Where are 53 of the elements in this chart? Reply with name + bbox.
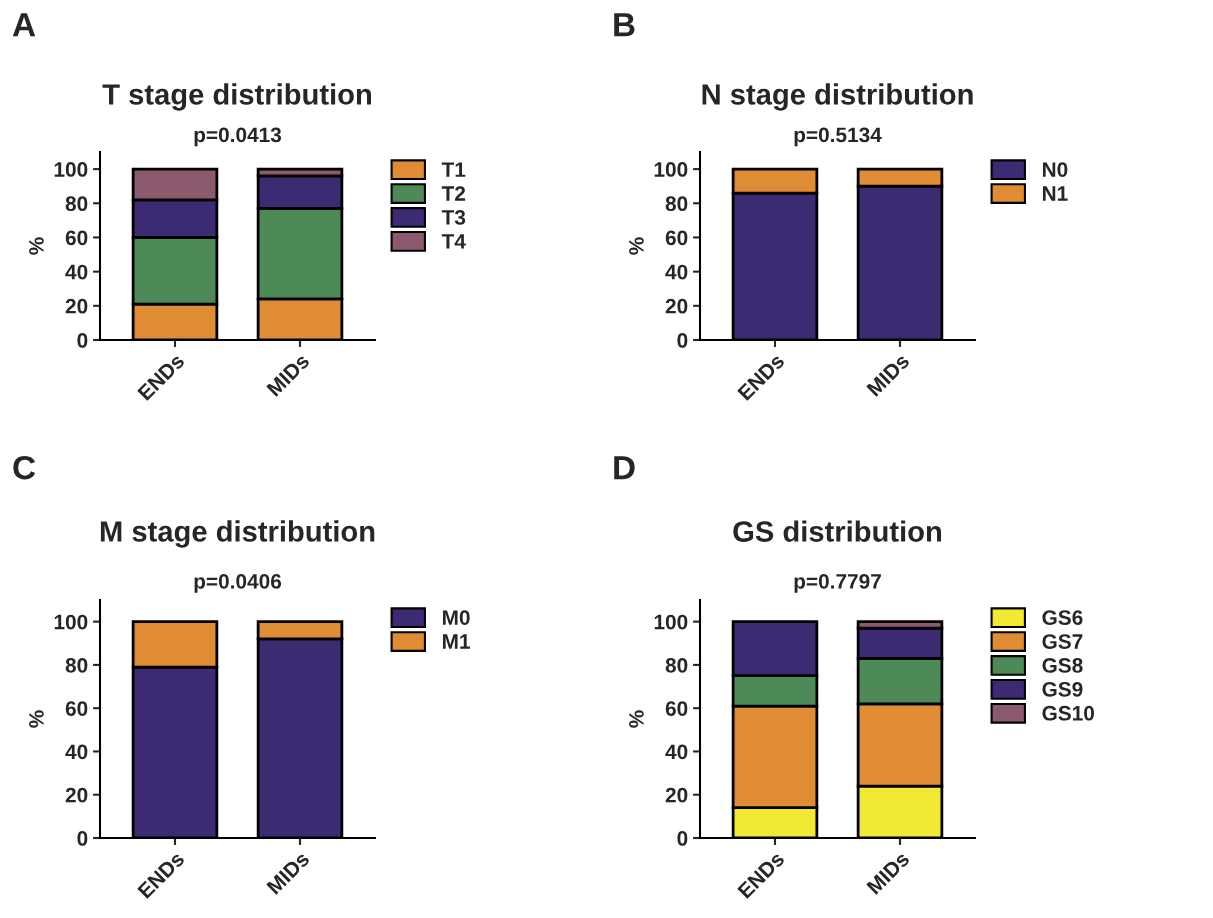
legend-label: N0 <box>1042 162 1068 177</box>
legend-label: GS10 <box>1042 705 1094 721</box>
legend-label: M1 <box>442 634 470 649</box>
legend-label: N1 <box>1042 186 1068 201</box>
legend-label: GS7 <box>1042 634 1083 649</box>
legend-label: GS9 <box>1042 681 1083 697</box>
y-tick-label: 100 <box>54 614 88 630</box>
y-tick-label: 60 <box>65 701 88 716</box>
y-axis-title: % <box>629 237 644 255</box>
legend-label: M0 <box>442 610 470 625</box>
y-tick-label: 40 <box>665 744 688 760</box>
text: A <box>12 13 36 37</box>
y-tick-label: 0 <box>77 831 88 846</box>
chart-title: T stage distribution <box>102 83 372 111</box>
legend-label: T3 <box>441 210 466 225</box>
y-tick-label: 0 <box>677 333 688 348</box>
y-tick-label: 20 <box>65 298 88 314</box>
y-tick-label: 100 <box>654 162 688 177</box>
y-tick-label: 60 <box>665 701 688 716</box>
y-tick-label: 0 <box>77 333 88 348</box>
y-tick-label: 40 <box>65 744 88 760</box>
y-tick-label: 20 <box>665 298 688 314</box>
legend-label: T4 <box>441 234 466 249</box>
y-tick-label: 100 <box>654 614 688 630</box>
y-tick-label: 60 <box>665 230 688 246</box>
text: D <box>614 456 635 480</box>
chart-subtitle: p=0.0406 <box>194 573 282 593</box>
chart-title: GS distribution <box>733 520 942 542</box>
legend-label: T2 <box>441 186 466 201</box>
text: C <box>13 455 36 480</box>
y-tick-label: 80 <box>665 196 688 212</box>
y-tick-label: 20 <box>65 787 88 803</box>
text: B <box>614 13 635 37</box>
y-axis-title: % <box>29 710 44 728</box>
y-tick-label: 60 <box>65 230 88 246</box>
y-axis-title: % <box>29 237 44 255</box>
y-axis-title: % <box>629 710 644 728</box>
chart-subtitle: p=0.0413 <box>194 127 282 147</box>
legend-label: T1 <box>441 162 466 177</box>
chart-subtitle: p=0.7797 <box>794 573 881 593</box>
chart-title: N stage distribution <box>702 83 973 111</box>
chart-title: M stage distribution <box>100 520 375 548</box>
y-tick-label: 40 <box>65 264 88 280</box>
y-tick-label: 20 <box>665 787 688 803</box>
y-tick-label: 40 <box>665 264 688 280</box>
y-tick-label: 100 <box>54 162 88 177</box>
y-tick-label: 80 <box>65 657 88 673</box>
y-tick-label: 80 <box>665 657 688 673</box>
chart-subtitle: p=0.5134 <box>794 127 882 147</box>
y-tick-label: 80 <box>65 196 88 212</box>
y-tick-label: 0 <box>677 831 688 846</box>
legend-label: GS6 <box>1042 610 1083 625</box>
legend-label: GS8 <box>1042 658 1083 673</box>
